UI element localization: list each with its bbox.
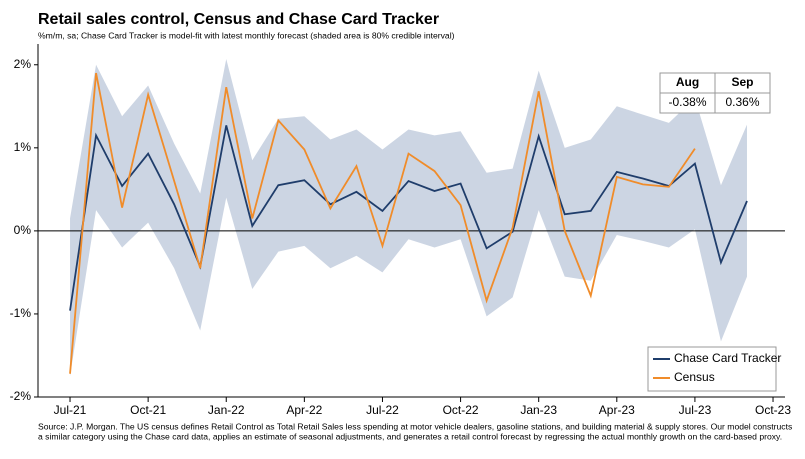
credible-band	[70, 58, 747, 377]
x-tick-label: Oct-22	[443, 403, 479, 417]
y-tick-label: 2%	[14, 57, 32, 71]
y-tick-label: 1%	[14, 140, 32, 154]
series-line	[69, 125, 748, 311]
x-tick-label: Oct-21	[130, 403, 166, 417]
table-header: Sep	[731, 75, 753, 89]
y-tick-label: -2%	[10, 389, 32, 403]
table-cell: 0.36%	[725, 95, 759, 109]
y-tick-label: 0%	[14, 223, 32, 237]
series-line	[69, 72, 696, 374]
x-tick-label: Jan-22	[208, 403, 245, 417]
legend-label: Census	[674, 370, 715, 384]
x-tick-label: Jul-22	[366, 403, 399, 417]
x-tick-label: Jan-23	[520, 403, 557, 417]
source-note: Source: J.P. Morgan. The US census defin…	[38, 421, 792, 431]
x-tick-label: Jul-23	[679, 403, 712, 417]
x-tick-label: Jul-21	[54, 403, 87, 417]
legend-label: Chase Card Tracker	[674, 351, 781, 365]
legend-box	[647, 346, 777, 392]
x-tick-label: Apr-22	[286, 403, 322, 417]
table-header: Aug	[676, 75, 699, 89]
chart-subtitle: %m/m, sa; Chase Card Tracker is model-fi…	[38, 30, 455, 40]
chart-title: Retail sales control, Census and Chase C…	[38, 11, 439, 28]
x-tick-label: Oct-23	[755, 403, 791, 417]
x-tick-label: Apr-23	[599, 403, 635, 417]
source-note: a similar category using the Chase card …	[38, 431, 782, 441]
table-cell: -0.38%	[668, 95, 706, 109]
y-tick-label: -1%	[10, 306, 32, 320]
